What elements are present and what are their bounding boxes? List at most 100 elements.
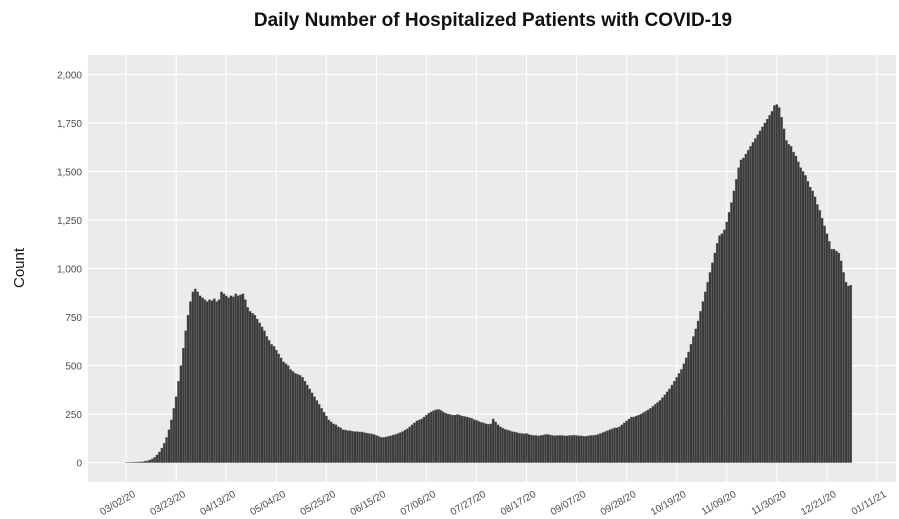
bar: [460, 415, 464, 463]
bar: [317, 404, 321, 463]
x-tick-label: 11/30/20: [750, 489, 789, 518]
bar: [379, 437, 383, 463]
bar: [734, 179, 738, 463]
bar: [503, 429, 507, 463]
bar: [136, 461, 140, 463]
bar: [563, 435, 567, 463]
bar: [258, 322, 261, 463]
bar: [758, 130, 762, 463]
bar: [277, 353, 281, 463]
y-tick-label: 500: [65, 362, 82, 373]
bar: [684, 357, 688, 463]
bar: [403, 429, 407, 463]
bar: [568, 435, 571, 463]
bar: [541, 434, 545, 463]
bar: [765, 118, 769, 463]
bar: [413, 422, 416, 463]
bar: [823, 225, 826, 463]
bar: [796, 161, 800, 463]
bar: [313, 396, 316, 463]
bar: [253, 314, 257, 463]
bar: [508, 430, 512, 463]
bar: [672, 380, 676, 463]
bar: [210, 300, 214, 463]
bar: [425, 414, 428, 463]
bar: [322, 411, 326, 463]
bar: [172, 408, 176, 463]
bar: [506, 429, 509, 463]
bar: [808, 186, 812, 463]
chart-title: Daily Number of Hospitalized Patients wi…: [254, 10, 732, 31]
bar: [675, 377, 679, 463]
y-axis-label: Count: [11, 247, 28, 288]
bar: [263, 330, 266, 463]
bar: [696, 320, 700, 463]
bar: [787, 144, 791, 463]
bar: [394, 434, 397, 463]
bar: [227, 297, 230, 463]
bar: [720, 233, 724, 463]
bar: [818, 210, 822, 463]
x-tick-label: 10/19/20: [649, 489, 689, 518]
bar: [177, 380, 180, 463]
bar: [439, 410, 443, 463]
bar: [255, 318, 259, 463]
bar: [844, 281, 848, 463]
bar: [556, 435, 559, 463]
bar: [265, 336, 269, 463]
bar: [363, 432, 366, 463]
bar: [782, 128, 786, 463]
bar: [656, 402, 659, 463]
bar: [329, 421, 333, 463]
bar: [429, 411, 433, 463]
bar: [553, 435, 557, 463]
bar: [801, 171, 805, 463]
bar: [501, 427, 505, 463]
bar: [365, 432, 369, 463]
bar: [291, 371, 295, 463]
bar: [742, 157, 745, 463]
bar: [332, 423, 335, 463]
bar: [198, 295, 202, 463]
bar: [830, 248, 833, 463]
bar: [296, 374, 300, 463]
x-tick-label: 05/25/20: [299, 489, 339, 518]
bar: [539, 435, 543, 463]
bar: [599, 433, 602, 463]
bar: [327, 419, 331, 463]
bar: [208, 299, 211, 463]
x-tick-label: 08/17/20: [499, 489, 539, 518]
bar: [699, 311, 702, 463]
bar: [754, 138, 757, 463]
bar: [677, 373, 681, 463]
bar: [642, 412, 645, 463]
bar: [444, 412, 447, 463]
bar: [529, 434, 533, 463]
bar: [165, 437, 168, 463]
y-tick-label: 750: [65, 313, 82, 324]
bar: [146, 460, 149, 463]
bar: [158, 451, 161, 463]
bar: [289, 369, 292, 463]
x-tick-label: 07/27/20: [449, 489, 489, 518]
bar: [339, 427, 342, 463]
bar: [763, 122, 767, 463]
bar: [785, 140, 788, 463]
x-tick-label: 03/23/20: [148, 489, 188, 518]
bar: [212, 298, 216, 463]
bar: [334, 424, 338, 463]
bar: [420, 418, 424, 463]
bar: [303, 380, 307, 463]
bar: [406, 428, 409, 463]
bar: [756, 134, 760, 463]
bar: [215, 301, 219, 463]
bar: [174, 396, 178, 463]
bar: [279, 357, 283, 463]
bar: [372, 434, 376, 463]
bar: [694, 328, 698, 463]
bar: [603, 431, 607, 463]
bar: [351, 430, 354, 463]
bar: [570, 435, 574, 463]
bar: [301, 377, 304, 463]
bar: [441, 411, 445, 463]
